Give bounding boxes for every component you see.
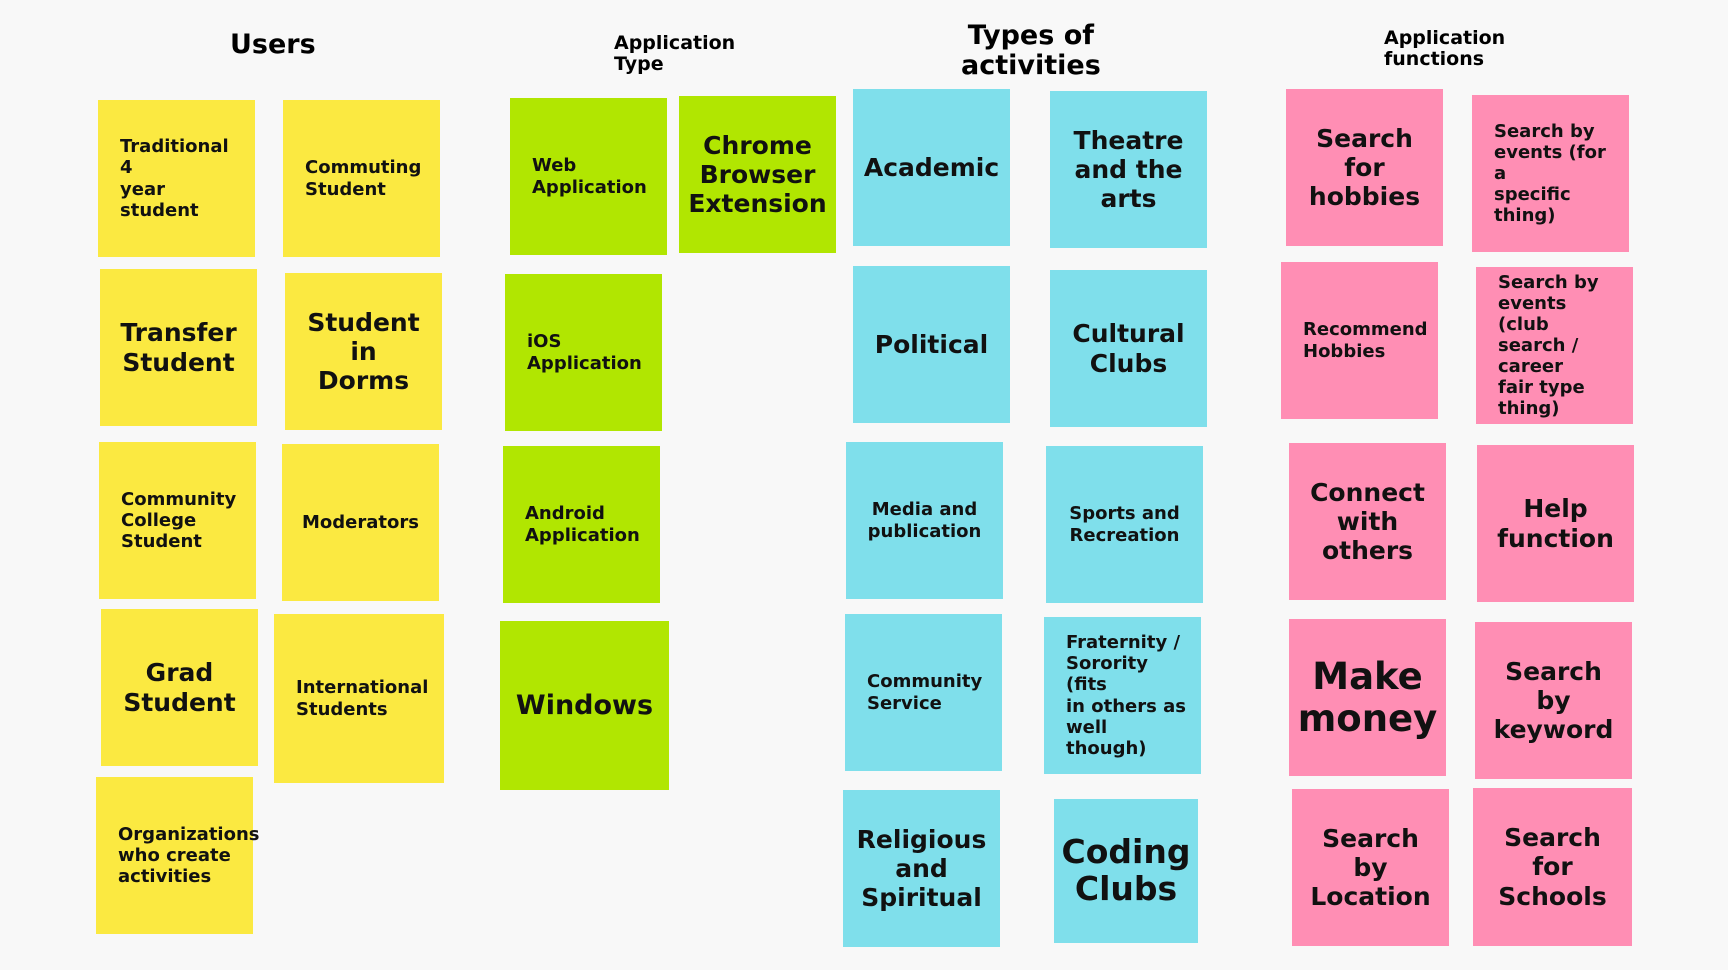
note-search-by-keyword[interactable]: Search by keyword xyxy=(1475,622,1632,779)
note-web-application[interactable]: Web Application xyxy=(510,98,667,255)
note-make-money[interactable]: Make money xyxy=(1289,619,1446,776)
note-theatre-and-the-arts[interactable]: Theatre and the arts xyxy=(1050,91,1207,248)
note-religious-and-spiritual[interactable]: Religious and Spiritual xyxy=(843,790,1000,947)
note-commuting-student[interactable]: Commuting Student xyxy=(283,100,440,257)
note-student-in-dorms[interactable]: Student in Dorms xyxy=(285,273,442,430)
note-chrome-browser-extension[interactable]: Chrome Browser Extension xyxy=(679,96,836,253)
note-community-college-student[interactable]: Community College Student xyxy=(99,442,256,599)
note-search-by-events-club[interactable]: Search by events (club search / career f… xyxy=(1476,267,1633,424)
note-help-function[interactable]: Help function xyxy=(1477,445,1634,602)
heading-application-type: Application Type xyxy=(614,32,736,75)
note-recommend-hobbies[interactable]: Recommend Hobbies xyxy=(1281,262,1438,419)
note-search-by-location[interactable]: Search by Location xyxy=(1292,789,1449,946)
note-grad-student[interactable]: Grad Student xyxy=(101,609,258,766)
note-coding-clubs[interactable]: Coding Clubs xyxy=(1054,799,1198,943)
note-search-for-hobbies[interactable]: Search for hobbies xyxy=(1286,89,1443,246)
note-search-by-events-specific[interactable]: Search by events (for a specific thing) xyxy=(1472,95,1629,252)
heading-types-of-activities: Types of activities xyxy=(961,20,1101,81)
heading-application-functions: Application functions xyxy=(1384,27,1506,70)
note-windows[interactable]: Windows xyxy=(500,621,669,790)
note-traditional-4-year-student[interactable]: Traditional 4 year student xyxy=(98,100,255,257)
note-academic[interactable]: Academic xyxy=(853,89,1010,246)
note-fraternity-sorority[interactable]: Fraternity / Sorority (fits in others as… xyxy=(1044,617,1201,774)
note-android-application[interactable]: Android Application xyxy=(503,446,660,603)
note-moderators[interactable]: Moderators xyxy=(282,444,439,601)
note-transfer-student[interactable]: Transfer Student xyxy=(100,269,257,426)
heading-users: Users xyxy=(230,29,316,60)
note-search-for-schools[interactable]: Search for Schools xyxy=(1473,788,1632,946)
note-connect-with-others[interactable]: Connect with others xyxy=(1289,443,1446,600)
note-ios-application[interactable]: iOS Application xyxy=(505,274,662,431)
note-political[interactable]: Political xyxy=(853,266,1010,423)
note-community-service[interactable]: Community Service xyxy=(845,614,1002,771)
note-organizations-who-create-activities[interactable]: Organizations who create activities xyxy=(96,777,260,934)
note-sports-and-recreation[interactable]: Sports and Recreation xyxy=(1046,446,1203,603)
note-international-students[interactable]: International Students xyxy=(274,614,444,783)
note-cultural-clubs[interactable]: Cultural Clubs xyxy=(1050,270,1207,427)
note-media-and-publication[interactable]: Media and publication xyxy=(846,442,1003,599)
